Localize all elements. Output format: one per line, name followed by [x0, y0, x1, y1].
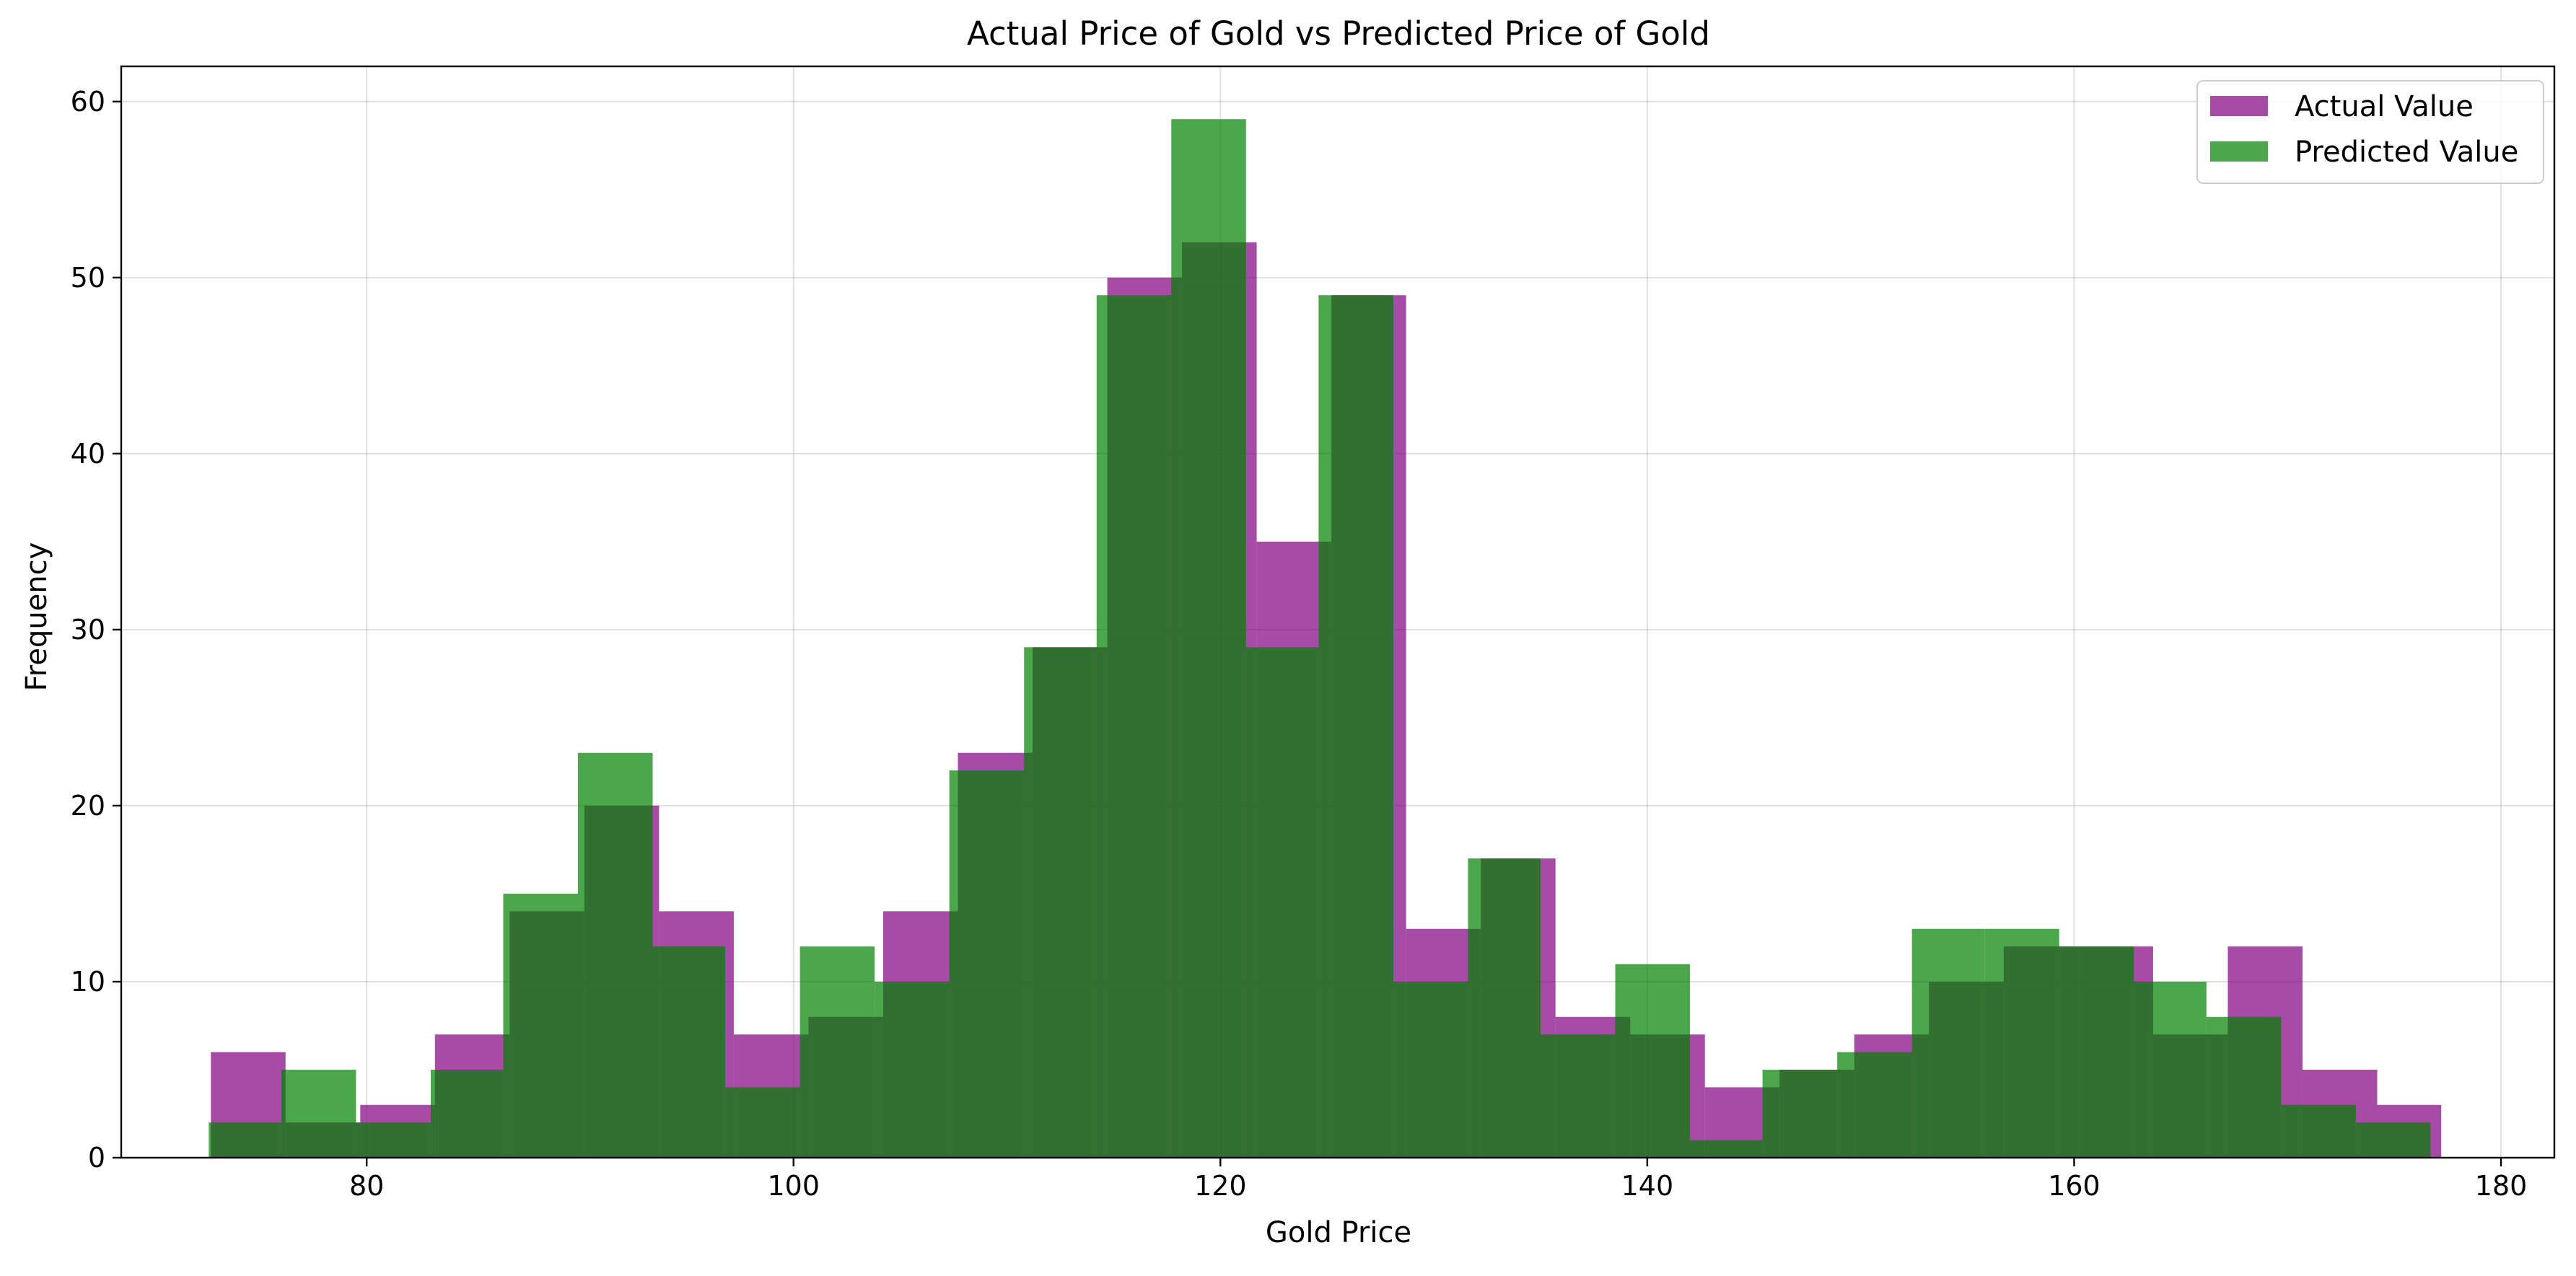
- x-tick-label-5: 180: [2475, 1170, 2528, 1202]
- bar-predicted-value-15: [1318, 295, 1393, 1158]
- x-tick-label-1: 100: [767, 1170, 820, 1202]
- y-tick-label-4: 40: [71, 438, 105, 470]
- bar-predicted-value-18: [1541, 1034, 1616, 1158]
- legend-swatch-predicted-value: [2210, 141, 2268, 162]
- bar-predicted-value-28: [2281, 1104, 2356, 1158]
- y-tick-label-0: 0: [88, 1142, 105, 1174]
- bar-predicted-value-3: [430, 1069, 504, 1158]
- bar-predicted-value-12: [1096, 295, 1172, 1158]
- bar-predicted-value-17: [1468, 858, 1541, 1158]
- bar-predicted-value-20: [1690, 1140, 1763, 1158]
- bar-predicted-value-13: [1171, 119, 1246, 1158]
- bar-predicted-value-27: [2206, 1016, 2282, 1158]
- bar-predicted-value-25: [2059, 946, 2134, 1158]
- bar-predicted-value-6: [652, 946, 726, 1158]
- y-tick-label-5: 50: [71, 262, 105, 294]
- bars: [209, 119, 2442, 1158]
- bar-predicted-value-23: [1911, 928, 1985, 1158]
- bar-predicted-value-24: [1984, 928, 2059, 1158]
- chart-title: Actual Price of Gold vs Predicted Price …: [967, 14, 1710, 53]
- bar-predicted-value-7: [725, 1087, 800, 1158]
- bar-predicted-value-2: [356, 1122, 431, 1158]
- legend-box: [2196, 80, 2544, 184]
- x-tick-label-3: 140: [1621, 1170, 1674, 1202]
- plot-frame: [120, 65, 2556, 1159]
- bar-predicted-value-22: [1837, 1052, 1912, 1158]
- legend-label-predicted-value: Predicted Value: [2295, 136, 2518, 169]
- y-tick-label-3: 30: [71, 614, 105, 646]
- x-tick-label-0: 80: [349, 1170, 384, 1202]
- bar-predicted-value-4: [503, 893, 578, 1158]
- legend-label-actual-value: Actual Value: [2295, 90, 2474, 123]
- bar-predicted-value-21: [1762, 1069, 1838, 1158]
- x-tick-label-4: 160: [2048, 1170, 2100, 1202]
- y-axis-label: Frequency: [20, 542, 53, 692]
- legend-swatch-actual-value: [2210, 96, 2268, 116]
- bar-predicted-value-16: [1393, 981, 1468, 1158]
- y-tick-label-6: 60: [71, 86, 105, 118]
- bar-predicted-value-14: [1245, 647, 1319, 1158]
- axis-ticks: 80 100 120 140 160 180 0 10 20 30 40 50 60: [71, 86, 2528, 1202]
- bar-predicted-value-1: [281, 1069, 356, 1158]
- bar-predicted-value-19: [1615, 964, 1691, 1158]
- bar-predicted-value-29: [2355, 1122, 2431, 1158]
- legend: Actual Value Predicted Value: [2196, 80, 2544, 184]
- bar-predicted-value-5: [577, 752, 653, 1158]
- bar-predicted-value-11: [1024, 647, 1097, 1158]
- y-tick-label-2: 20: [71, 790, 105, 822]
- bar-predicted-value-10: [949, 770, 1025, 1158]
- bar-predicted-value-26: [2134, 981, 2207, 1158]
- bar-predicted-value-0: [209, 1122, 281, 1158]
- x-tick-label-2: 120: [1194, 1170, 1247, 1202]
- y-tick-label-1: 10: [71, 966, 105, 998]
- x-axis-label: Gold Price: [1266, 1216, 1411, 1249]
- bar-predicted-value-8: [799, 946, 875, 1158]
- bar-predicted-value-9: [875, 981, 950, 1158]
